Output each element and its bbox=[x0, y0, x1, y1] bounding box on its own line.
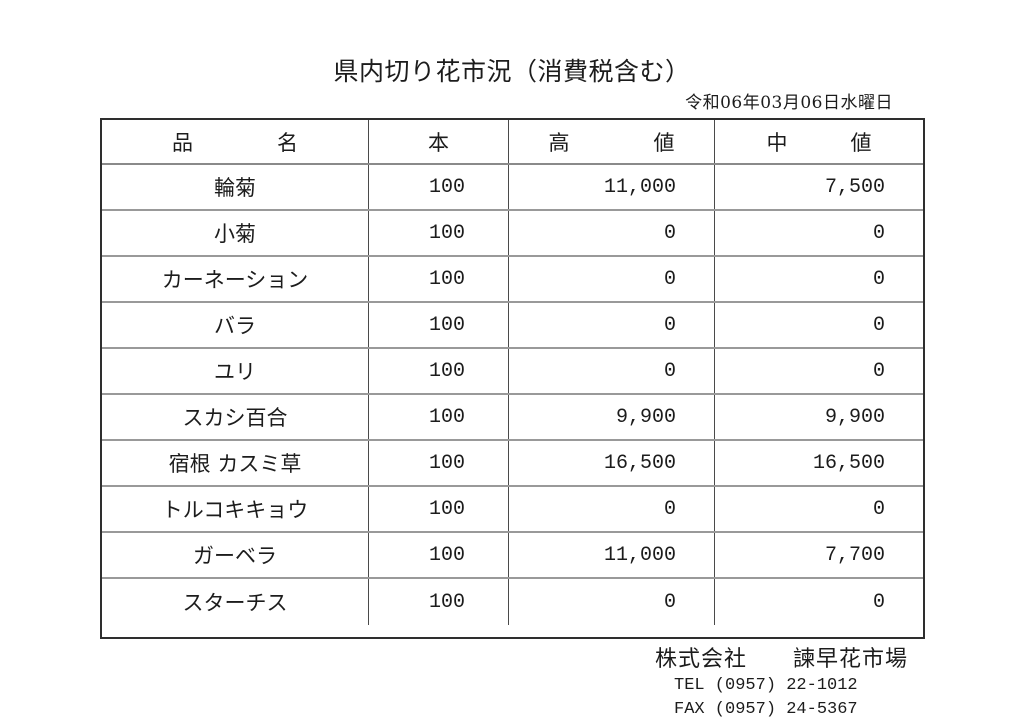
table-header-row: 品 名 本 高 値 中 値 bbox=[102, 120, 923, 165]
cell-high-price: 11,000 bbox=[509, 533, 715, 577]
cell-item-name: 宿根 カスミ草 bbox=[102, 441, 369, 485]
header-cell-high-price: 高 値 bbox=[509, 120, 715, 163]
table-row: 宿根 カスミ草 100 16,500 16,500 bbox=[102, 441, 923, 487]
page-title: 県内切り花市況（消費税含む） bbox=[333, 57, 691, 86]
cell-item-name: トルコキキョウ bbox=[102, 487, 369, 531]
cell-item-name: ガーベラ bbox=[102, 533, 369, 577]
table-row: スターチス 100 0 0 bbox=[102, 579, 923, 625]
table-row: スカシ百合 100 9,900 9,900 bbox=[102, 395, 923, 441]
cell-item-name: カーネーション bbox=[102, 257, 369, 301]
cell-item-name: スカシ百合 bbox=[102, 395, 369, 439]
cell-item-name: ユリ bbox=[102, 349, 369, 393]
cell-count: 100 bbox=[369, 349, 509, 393]
cell-item-name: 小菊 bbox=[102, 211, 369, 255]
cell-count: 100 bbox=[369, 533, 509, 577]
cell-count: 100 bbox=[369, 257, 509, 301]
cell-count: 100 bbox=[369, 441, 509, 485]
cell-count: 100 bbox=[369, 211, 509, 255]
report-date: 令和06年03月06日水曜日 bbox=[685, 93, 893, 113]
cell-count: 100 bbox=[369, 303, 509, 347]
cell-item-name: バラ bbox=[102, 303, 369, 347]
cell-mid-price: 0 bbox=[872, 221, 885, 245]
cell-mid-price: 16,500 bbox=[812, 451, 885, 475]
table-row: トルコキキョウ 100 0 0 bbox=[102, 487, 923, 533]
market-price-table: 品 名 本 高 値 中 値 輪菊 100 11,000 7,500 小菊 100… bbox=[100, 118, 925, 639]
table-row: バラ 100 0 0 bbox=[102, 303, 923, 349]
cell-high-price: 0 bbox=[509, 303, 715, 347]
table-row: 輪菊 100 11,000 7,500 bbox=[102, 165, 923, 211]
footer: 株式会社 諫早花市場 TEL (0957) 22-1012 FAX (0957)… bbox=[655, 641, 908, 721]
cell-count: 100 bbox=[369, 579, 509, 625]
header-cell-mid-price: 中 値 bbox=[766, 130, 872, 155]
cell-mid-price: 0 bbox=[872, 313, 885, 337]
cell-item-name: 輪菊 bbox=[102, 165, 369, 209]
cell-count: 100 bbox=[369, 165, 509, 209]
table-row: 小菊 100 0 0 bbox=[102, 211, 923, 257]
cell-count: 100 bbox=[369, 395, 509, 439]
footer-tel: TEL (0957) 22-1012 bbox=[674, 676, 858, 695]
cell-high-price: 0 bbox=[509, 257, 715, 301]
cell-high-price: 0 bbox=[509, 349, 715, 393]
cell-mid-price: 0 bbox=[872, 267, 885, 291]
cell-mid-price: 0 bbox=[872, 497, 885, 521]
cell-mid-price: 0 bbox=[872, 359, 885, 383]
cell-high-price: 0 bbox=[509, 211, 715, 255]
cell-count: 100 bbox=[369, 487, 509, 531]
cell-mid-price: 9,900 bbox=[824, 405, 885, 429]
cell-high-price: 0 bbox=[509, 487, 715, 531]
cell-mid-price: 0 bbox=[872, 590, 885, 614]
footer-company-name: 株式会社 諫早花市場 bbox=[655, 647, 909, 672]
cell-high-price: 0 bbox=[509, 579, 715, 625]
table-row: ガーベラ 100 11,000 7,700 bbox=[102, 533, 923, 579]
cell-high-price: 9,900 bbox=[509, 395, 715, 439]
cell-mid-price: 7,500 bbox=[824, 175, 885, 199]
table-row: ユリ 100 0 0 bbox=[102, 349, 923, 395]
header-cell-count: 本 bbox=[369, 120, 509, 163]
cell-item-name: スターチス bbox=[102, 579, 369, 625]
cell-high-price: 11,000 bbox=[509, 165, 715, 209]
footer-fax: FAX (0957) 24-5367 bbox=[674, 700, 858, 719]
cell-mid-price: 7,700 bbox=[824, 543, 885, 567]
header-cell-item-name: 品 名 bbox=[102, 120, 369, 163]
cell-high-price: 16,500 bbox=[509, 441, 715, 485]
table-row: カーネーション 100 0 0 bbox=[102, 257, 923, 303]
